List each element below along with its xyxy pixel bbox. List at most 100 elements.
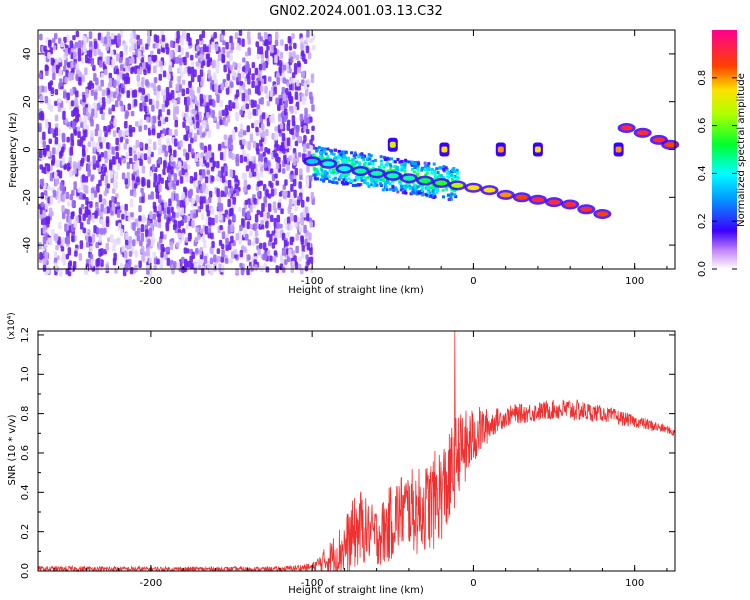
noise-speckle (130, 56, 135, 64)
noise-speckle (122, 73, 126, 81)
noise-speckle (221, 231, 226, 240)
noise-speckle (161, 89, 165, 96)
cloud-point (337, 149, 341, 153)
noise-speckle (181, 232, 185, 241)
cloud-point (316, 177, 320, 181)
noise-speckle (166, 92, 170, 100)
cloud-point (333, 176, 337, 180)
cloud-point (411, 189, 415, 192)
noise-speckle (124, 178, 128, 185)
noise-speckle (57, 143, 62, 151)
noise-speckle (260, 224, 265, 230)
cloud-point (378, 167, 382, 171)
cloud-point (450, 192, 454, 196)
cloud-point (381, 188, 385, 192)
noise-speckle (147, 194, 152, 200)
noise-speckle (305, 212, 310, 222)
noise-speckle (246, 63, 250, 72)
noise-speckle (227, 225, 232, 235)
noise-speckle (271, 113, 275, 121)
noise-speckle (64, 47, 68, 57)
noise-speckle (201, 132, 206, 138)
noise-speckle (79, 240, 84, 249)
y-tick-label: 1.2 (20, 327, 31, 343)
noise-speckle (42, 225, 47, 235)
noise-speckle (219, 225, 223, 231)
noise-speckle (152, 115, 157, 124)
noise-speckle (48, 138, 52, 145)
cloud-point (351, 160, 355, 164)
noise-speckle (223, 64, 227, 73)
noise-speckle (160, 231, 164, 240)
noise-speckle (98, 194, 103, 203)
cloud-point (431, 188, 435, 192)
noise-speckle (66, 209, 70, 216)
noise-speckle (93, 91, 98, 100)
noise-speckle (214, 214, 219, 224)
noise-speckle (295, 245, 299, 254)
cloud-point (367, 162, 371, 166)
noise-speckle (61, 194, 65, 203)
noise-speckle (196, 45, 200, 52)
noise-speckle (85, 88, 89, 98)
noise-speckle (193, 262, 198, 268)
cloud-point (328, 179, 332, 183)
colorbar-tick-label: 0.2 (697, 213, 708, 229)
noise-speckle (162, 70, 167, 78)
noise-speckle (125, 138, 129, 145)
noise-speckle (300, 235, 304, 242)
cloud-point (442, 167, 446, 171)
noise-speckle (234, 32, 239, 40)
noise-speckle (125, 151, 130, 160)
noise-speckle (258, 161, 262, 168)
cloud-point (396, 190, 400, 194)
y-tick-label: 0.8 (20, 406, 31, 422)
noise-speckle (200, 78, 204, 87)
noise-speckle (148, 257, 152, 265)
noise-speckle (106, 56, 110, 65)
noise-speckle (278, 60, 283, 67)
noise-speckle (281, 132, 286, 142)
noise-speckle (83, 37, 87, 46)
noise-speckle (273, 238, 278, 245)
noise-speckle (194, 153, 199, 163)
noise-speckle (191, 197, 196, 205)
noise-speckle (191, 108, 195, 114)
noise-speckle (149, 211, 153, 220)
noise-speckle (136, 176, 140, 183)
noise-speckle (67, 247, 72, 256)
noise-speckle (177, 220, 181, 229)
noise-speckle (104, 36, 108, 45)
cloud-point (367, 153, 371, 157)
noise-speckle (117, 222, 122, 231)
cloud-point (420, 168, 424, 172)
noise-speckle (72, 261, 77, 269)
snr-content (37, 330, 676, 573)
noise-speckle (287, 119, 291, 126)
track-point (548, 199, 561, 205)
noise-speckle (299, 226, 303, 233)
y-tick-label: 20 (22, 95, 33, 108)
cloud-point (319, 154, 323, 158)
cloud-point (344, 151, 348, 154)
noise-speckle (61, 236, 65, 246)
noise-speckle (180, 71, 184, 78)
cloud-point (400, 168, 404, 172)
noise-speckle (217, 54, 222, 62)
noise-speckle (84, 176, 89, 183)
noise-speckle (158, 204, 162, 212)
noise-speckle (226, 50, 230, 58)
noise-speckle (174, 138, 178, 147)
noise-speckle (234, 249, 238, 255)
noise-speckle (90, 187, 95, 194)
noise-speckle (198, 125, 203, 135)
noise-speckle (270, 44, 274, 54)
cloud-point (401, 191, 405, 195)
cloud-point (322, 177, 326, 181)
noise-speckle (300, 50, 305, 57)
noise-speckle (133, 154, 138, 161)
noise-speckle (189, 255, 193, 264)
noise-speckle (306, 30, 310, 38)
noise-speckle (82, 106, 87, 116)
